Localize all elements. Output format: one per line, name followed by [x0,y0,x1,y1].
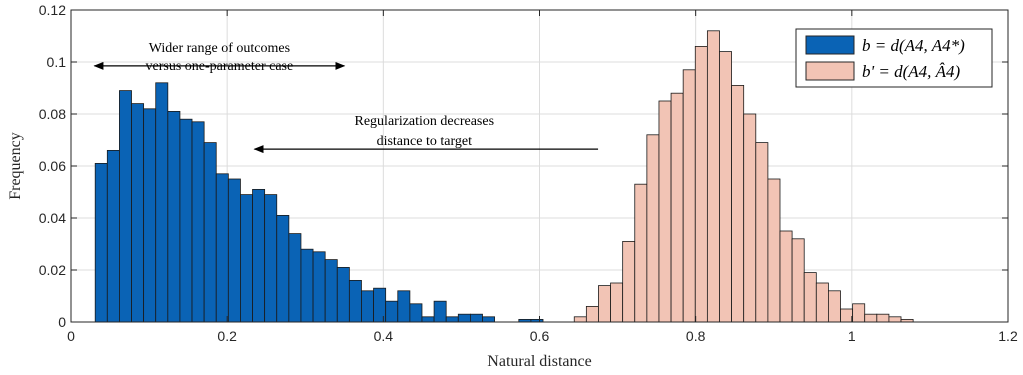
y-tick-label: 0.04 [39,210,66,226]
bar-series-1 [828,290,841,323]
bar-series-1 [622,240,636,323]
bar-series-1 [755,142,769,323]
annotation-text: versus one-parameter case [146,59,294,74]
bar-series-1 [888,316,902,323]
axis-ticks: 0 0.2 0.4 0.6 0.8 1 1.2 0 0.02 0.04 0.06 0.08 0.1 0.1… [39,2,1018,344]
bar-series-1 [743,113,757,323]
x-tick-label: 0.4 [374,328,394,344]
bars [94,30,914,323]
bar-series-0 [361,290,374,323]
bar-series-0 [106,149,120,323]
bar-series-1 [694,46,708,323]
bar-series-0 [203,142,217,323]
bar-series-0 [348,279,362,323]
x-tick-label: 0.8 [686,328,706,344]
bar-series-0 [167,111,181,323]
bar-series-0 [469,313,483,323]
y-tick-label: 0.06 [39,158,66,174]
bar-series-0 [409,303,423,323]
bar-series-0 [179,118,193,323]
bar-series-1 [791,238,805,323]
legend-label-b-prime: b' = d(A4, Â4) [862,62,961,81]
annotations: Wider range of outcomes versus one-parame… [93,41,599,154]
bar-series-0 [215,173,229,323]
bar-series-0 [457,313,471,323]
y-axis-label: Frequency [7,132,24,200]
bar-series-1 [585,305,599,323]
bar-series-0 [240,194,253,323]
bar-series-1 [731,85,745,323]
bar-series-1 [682,69,696,323]
x-tick-label: 1.2 [998,328,1018,344]
bar-series-1 [864,313,878,323]
legend: b = d(A4, A4*) b' = d(A4, Â4) [795,28,993,88]
bar-series-0 [288,233,302,323]
y-tick-label: 0.08 [39,106,66,122]
bar-series-0 [227,178,241,323]
bar-series-1 [610,282,624,323]
bar-series-1 [815,282,829,323]
bar-series-1 [767,178,781,323]
bar-series-0 [336,266,350,323]
bar-series-0 [276,214,290,323]
bar-series-1 [706,30,720,323]
y-tick-label: 0.12 [39,2,66,18]
bar-series-0 [433,300,447,323]
annotation-text: Regularization decreases [355,114,495,129]
x-tick-label: 0.2 [217,328,237,344]
bar-series-1 [803,272,817,323]
x-tick-label: 1 [848,328,856,344]
bar-series-0 [373,287,387,323]
bar-series-0 [482,316,496,323]
bar-series-1 [658,100,672,323]
legend-label-b: b = d(A4, A4*) [862,36,965,55]
bar-series-1 [779,230,793,323]
x-axis-label: Natural distance [487,353,591,370]
bar-series-0 [119,90,132,323]
bar-series-1 [573,316,587,323]
bar-series-0 [155,82,169,323]
bar-series-0 [397,290,411,323]
bar-series-1 [719,51,732,323]
bar-series-0 [191,121,205,323]
bar-series-1 [852,303,866,323]
y-tick-label: 0.02 [39,262,66,278]
bar-series-1 [840,308,854,323]
bar-series-0 [324,259,338,323]
y-tick-label: 0.1 [47,54,67,70]
x-tick-label: 0 [67,328,75,344]
bar-series-0 [252,188,266,323]
bar-series-0 [385,300,399,323]
bar-series-0 [94,162,108,323]
bar-series-0 [264,194,278,323]
bar-series-0 [312,251,326,323]
legend-swatch-b-prime [805,61,855,81]
bar-series-1 [646,134,660,323]
legend-swatch-b [805,35,855,55]
annotation-text: distance to target [377,134,472,149]
annotation-text: Wider range of outcomes [149,41,290,56]
bar-series-0 [143,108,157,323]
bar-series-1 [876,313,890,323]
bar-series-0 [445,316,459,323]
bar-series-1 [634,183,648,323]
bar-series-1 [670,92,684,323]
bar-series-0 [421,316,435,323]
x-tick-label: 0.6 [530,328,550,344]
bar-series-0 [131,103,145,323]
y-tick-label: 0 [58,314,66,330]
bar-series-1 [598,285,611,323]
bar-series-0 [300,248,314,323]
